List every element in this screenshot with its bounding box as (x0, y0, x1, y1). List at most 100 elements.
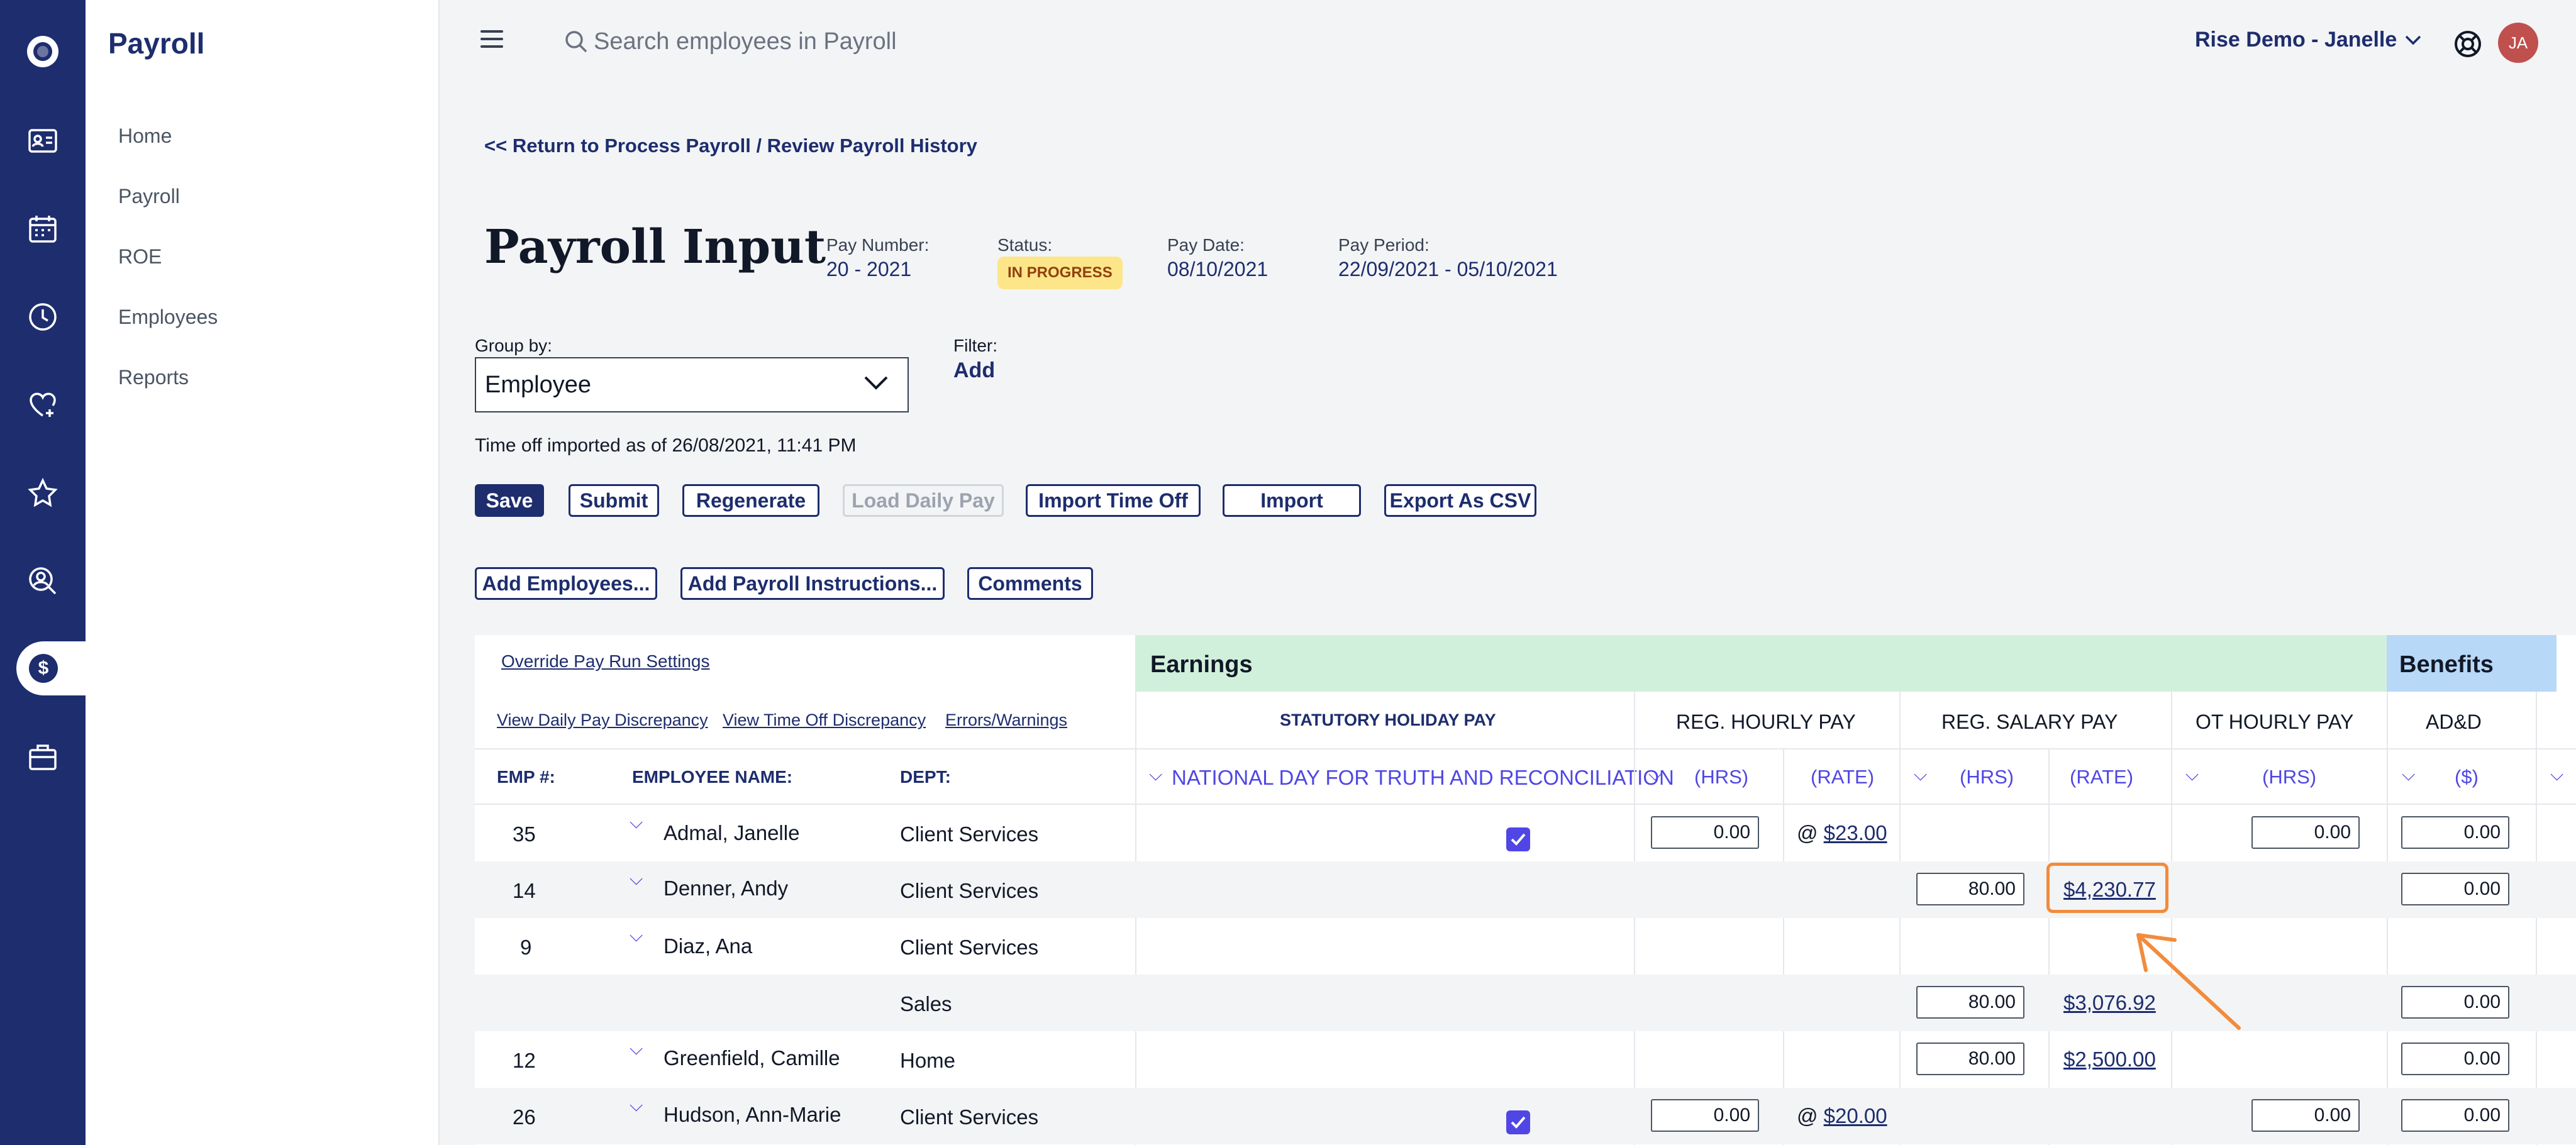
clock-icon[interactable] (0, 292, 86, 342)
add-input[interactable] (2401, 1043, 2509, 1075)
comments-button[interactable]: Comments (967, 567, 1093, 600)
benefits-header: Benefits (2399, 651, 2494, 678)
save-button[interactable]: Save (475, 484, 544, 517)
chevron-down-icon[interactable]: ⌵ (1648, 765, 1662, 784)
nav-item-roe[interactable]: ROE (118, 245, 162, 268)
employee-name[interactable]: Denner, Andy (663, 877, 789, 900)
time-off-note: Time off imported as of 26/08/2021, 11:4… (475, 435, 857, 456)
reg-salary-hrs-input[interactable] (1916, 986, 2024, 1019)
chevron-down-icon[interactable]: ⌵ (630, 869, 643, 888)
breadcrumb[interactable]: << Return to Process Payroll / Review Pa… (484, 135, 977, 157)
employee-name-header: EMPLOYEE NAME: (632, 767, 793, 787)
reg-salary-rate-value[interactable]: $4,230.77 (2063, 878, 2156, 901)
add-payroll-instructions-button[interactable]: Add Payroll Instructions... (680, 567, 945, 600)
dept: Client Services (900, 879, 1039, 902)
reg-salary-rate-value[interactable]: $2,500.00 (2063, 1048, 2156, 1071)
add-input[interactable] (2401, 1099, 2509, 1132)
ot-hourly-hrs-input[interactable] (2251, 816, 2360, 849)
chevron-down-icon[interactable]: ⌵ (2185, 765, 2199, 784)
reg-hourly-hrs-input[interactable] (1651, 816, 1759, 849)
table-row[interactable]: 35 ⌵ Admal, Janelle Client Services @ $2… (475, 805, 2576, 861)
chevron-down-icon[interactable]: ⌵ (1149, 765, 1163, 784)
reg-salary-hrs-input[interactable] (1916, 873, 2024, 905)
reg-hourly-rate-value[interactable]: $23.00 (1823, 821, 1887, 844)
group-by-value: Employee (485, 371, 591, 398)
view-time-off-discrepancy-link[interactable]: View Time Off Discrepancy (723, 711, 926, 729)
errors-warnings-link[interactable]: Errors/Warnings (945, 711, 1068, 729)
employee-name[interactable]: Hudson, Ann-Marie (663, 1103, 841, 1126)
calendar-icon[interactable] (0, 204, 86, 254)
check-icon (1511, 1116, 1526, 1129)
chevron-down-icon[interactable]: ⌵ (1914, 765, 1928, 784)
dept: Client Services (900, 1105, 1039, 1129)
earnings-header: Earnings (1150, 651, 1253, 678)
page-title: Payroll Input (484, 220, 826, 274)
logo-icon[interactable] (0, 26, 86, 77)
ot-hourly-hrs-input[interactable] (2251, 1099, 2360, 1132)
reg-salary-hrs-subheader: (HRS) (1960, 766, 2014, 788)
people-search-icon[interactable] (0, 556, 86, 606)
import-button[interactable]: Import (1223, 484, 1361, 517)
avatar[interactable]: JA (2498, 23, 2538, 63)
dollar-icon: $ (29, 654, 58, 683)
reg-hourly-rate-subheader: (RATE) (1811, 766, 1875, 788)
id-card-icon[interactable] (0, 116, 86, 166)
payroll-active-tab[interactable]: $ (16, 641, 86, 695)
reg-hourly-rate-value[interactable]: $20.00 (1823, 1104, 1887, 1127)
view-daily-pay-discrepancy-link[interactable]: View Daily Pay Discrepancy (497, 711, 708, 729)
employee-name[interactable]: Admal, Janelle (663, 821, 800, 844)
account-switcher[interactable]: Rise Demo - Janelle (2195, 28, 2422, 52)
import-time-off-button[interactable]: Import Time Off (1026, 484, 1201, 517)
nav-item-reports[interactable]: Reports (118, 366, 189, 389)
reg-salary-hrs-input[interactable] (1916, 1043, 2024, 1075)
add-input[interactable] (2401, 873, 2509, 905)
arrow-annotation-icon (2136, 933, 2241, 1030)
reg-hourly-rate[interactable]: @ $23.00 (1797, 821, 1887, 844)
table-row[interactable]: 12 ⌵ Greenfield, Camille Home $2,500.00 (475, 1031, 2576, 1088)
export-csv-button[interactable]: Export As CSV (1384, 484, 1536, 517)
load-daily-pay-button[interactable]: Load Daily Pay (843, 484, 1004, 517)
account-name: Rise Demo - Janelle (2195, 28, 2397, 52)
chevron-down-icon (2406, 35, 2421, 45)
chevron-down-icon[interactable]: ⌵ (630, 926, 643, 945)
stat-holiday-checkbox[interactable] (1506, 827, 1530, 851)
pay-period-value: 22/09/2021 - 05/10/2021 (1338, 258, 1558, 280)
emp-number: 14 (513, 879, 536, 902)
nav-item-employees[interactable]: Employees (118, 306, 218, 328)
table-row[interactable]: 26 ⌵ Hudson, Ann-Marie Client Services @… (475, 1088, 2576, 1144)
submit-button[interactable]: Submit (569, 484, 659, 517)
chevron-down-icon[interactable]: ⌵ (2550, 765, 2564, 784)
table-row[interactable]: Sales $3,076.92 (475, 975, 2576, 1031)
stat-holiday-checkbox[interactable] (1506, 1110, 1530, 1134)
dept: Client Services (900, 822, 1039, 846)
chevron-down-icon[interactable]: ⌵ (630, 812, 643, 832)
table-row[interactable]: 14 ⌵ Denner, Andy Client Services $4,230… (475, 861, 2576, 918)
nav-item-payroll[interactable]: Payroll (118, 185, 180, 207)
search-input[interactable] (594, 24, 1160, 59)
hamburger-menu-icon[interactable] (480, 30, 503, 48)
briefcase-icon[interactable] (0, 732, 86, 782)
reg-hourly-hrs-input[interactable] (1651, 1099, 1759, 1132)
table-subheader: EMP #: EMPLOYEE NAME: DEPT: ⌵ NATIONAL D… (475, 748, 2576, 805)
star-icon[interactable] (0, 468, 86, 518)
employee-name[interactable]: Greenfield, Camille (663, 1046, 840, 1070)
add-input[interactable] (2401, 816, 2509, 849)
help-lifebuoy-icon[interactable] (2453, 29, 2483, 59)
add-employees-button[interactable]: Add Employees... (475, 567, 657, 600)
group-by-select[interactable]: Employee (475, 357, 909, 412)
chevron-down-icon[interactable]: ⌵ (630, 1039, 643, 1058)
col-ot-hourly-pay: OT HOURLY PAY (2196, 711, 2354, 733)
table-row[interactable]: 9 ⌵ Diaz, Ana Client Services (475, 918, 2576, 975)
app-title: Payroll (108, 27, 205, 60)
regenerate-button[interactable]: Regenerate (682, 484, 819, 517)
reg-salary-rate-value[interactable]: $3,076.92 (2063, 991, 2156, 1014)
filter-add-link[interactable]: Add (953, 358, 996, 382)
add-input[interactable] (2401, 986, 2509, 1019)
heart-icon[interactable] (0, 380, 86, 430)
nav-item-home[interactable]: Home (118, 124, 172, 147)
override-pay-run-settings-link[interactable]: Override Pay Run Settings (501, 651, 710, 671)
chevron-down-icon[interactable]: ⌵ (630, 1095, 643, 1115)
chevron-down-icon[interactable]: ⌵ (2402, 765, 2416, 784)
employee-name[interactable]: Diaz, Ana (663, 934, 753, 958)
reg-hourly-rate[interactable]: @ $20.00 (1797, 1104, 1887, 1127)
